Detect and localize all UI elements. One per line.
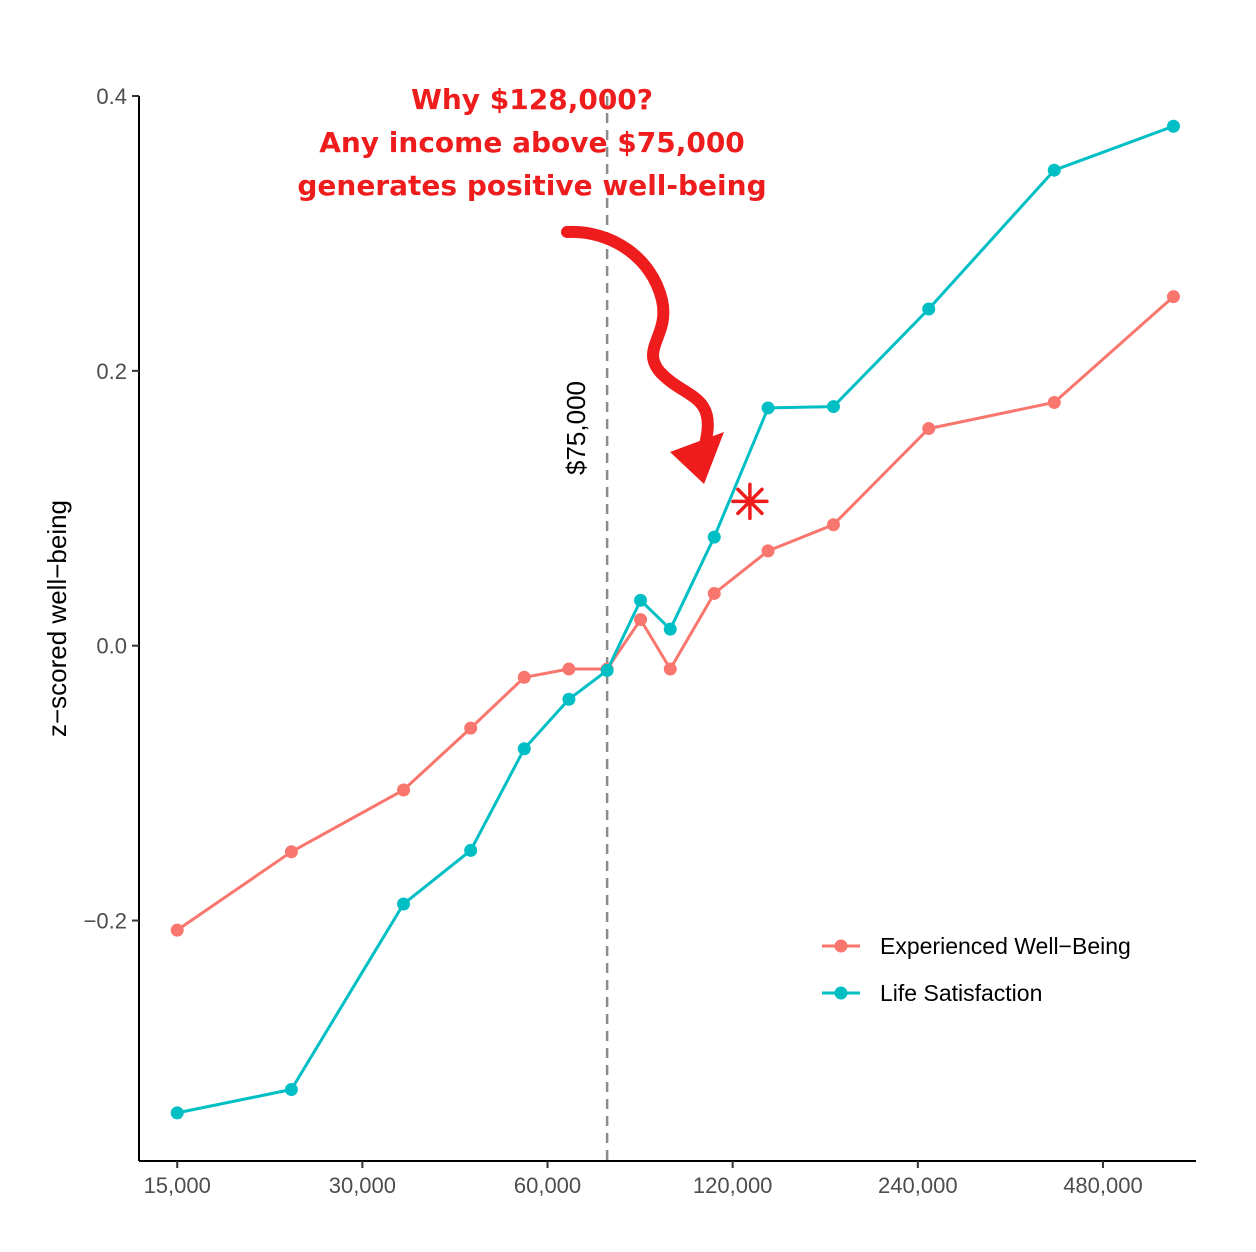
x-tick-label: 15,000	[144, 1173, 211, 1198]
annotation: Why $128,000? Any income above $75,000 gen…	[297, 83, 769, 521]
series-2-point	[397, 897, 411, 911]
series-1-point	[634, 613, 648, 627]
annotation-text: generates positive well-being	[297, 169, 766, 202]
series-2-point	[1047, 163, 1061, 177]
x-tick-label: 60,000	[514, 1173, 581, 1198]
x-tick-label: 30,000	[329, 1173, 396, 1198]
x-tick-label: 480,000	[1063, 1173, 1143, 1198]
series-1-point	[464, 721, 478, 735]
series-line-2	[176, 124, 1175, 1115]
series-2-point	[761, 401, 775, 415]
y-tick-label: 0.2	[96, 359, 127, 384]
legend-key-point	[834, 986, 848, 1000]
legend: Experienced Well−Being Life Satisfaction	[822, 933, 1131, 1006]
y-tick-label: −0.2	[84, 909, 127, 934]
series-2-point	[284, 1083, 298, 1097]
series-1-point	[284, 845, 298, 859]
annotation-text: Why $128,000?	[411, 83, 653, 116]
axes: −0.2 0.0 0.2 0.4 15,000 30,000 60,000 120,000 24…	[42, 84, 1196, 1198]
y-tick-label: 0.4	[96, 84, 127, 109]
legend-label: Life Satisfaction	[880, 980, 1042, 1006]
series-2-point	[517, 742, 531, 756]
annotation-arrow	[561, 225, 714, 474]
x-tick-label: 120,000	[693, 1173, 773, 1198]
series-2-point	[826, 400, 840, 414]
series-2-point	[707, 530, 721, 544]
series-2-point	[634, 593, 648, 607]
y-tick-label: 0.0	[96, 634, 127, 659]
series-2-point	[600, 663, 614, 677]
y-axis-title: z−scored well−being	[42, 500, 72, 737]
series-1-point	[707, 586, 721, 600]
series-layer	[170, 119, 1180, 1120]
legend-key-point	[834, 939, 848, 953]
series-1-point	[922, 422, 936, 436]
series-2-point	[922, 302, 936, 316]
reference-line-layer: $75,000	[561, 96, 609, 1161]
series-1-point	[1047, 395, 1061, 409]
annotation-marker	[736, 487, 764, 516]
series-2-point	[464, 843, 478, 857]
annotation-text: Any income above $75,000	[319, 126, 745, 159]
series-1-point	[1166, 290, 1180, 304]
series-2-point	[562, 692, 576, 706]
series-1-point	[397, 783, 411, 797]
series-1-point	[170, 923, 184, 937]
legend-label: Experienced Well−Being	[880, 933, 1131, 959]
annotation-arrow-head	[670, 432, 724, 484]
series-2-point	[170, 1106, 184, 1120]
series-1-point	[562, 662, 576, 676]
series-1-point	[826, 518, 840, 532]
series-2-point	[1166, 119, 1180, 133]
series-1-point	[761, 544, 775, 558]
series-1-point	[663, 662, 677, 676]
reference-line-label: $75,000	[561, 381, 591, 475]
series-1-point	[517, 670, 531, 684]
series-2-point	[663, 622, 677, 636]
x-tick-label: 240,000	[878, 1173, 958, 1198]
